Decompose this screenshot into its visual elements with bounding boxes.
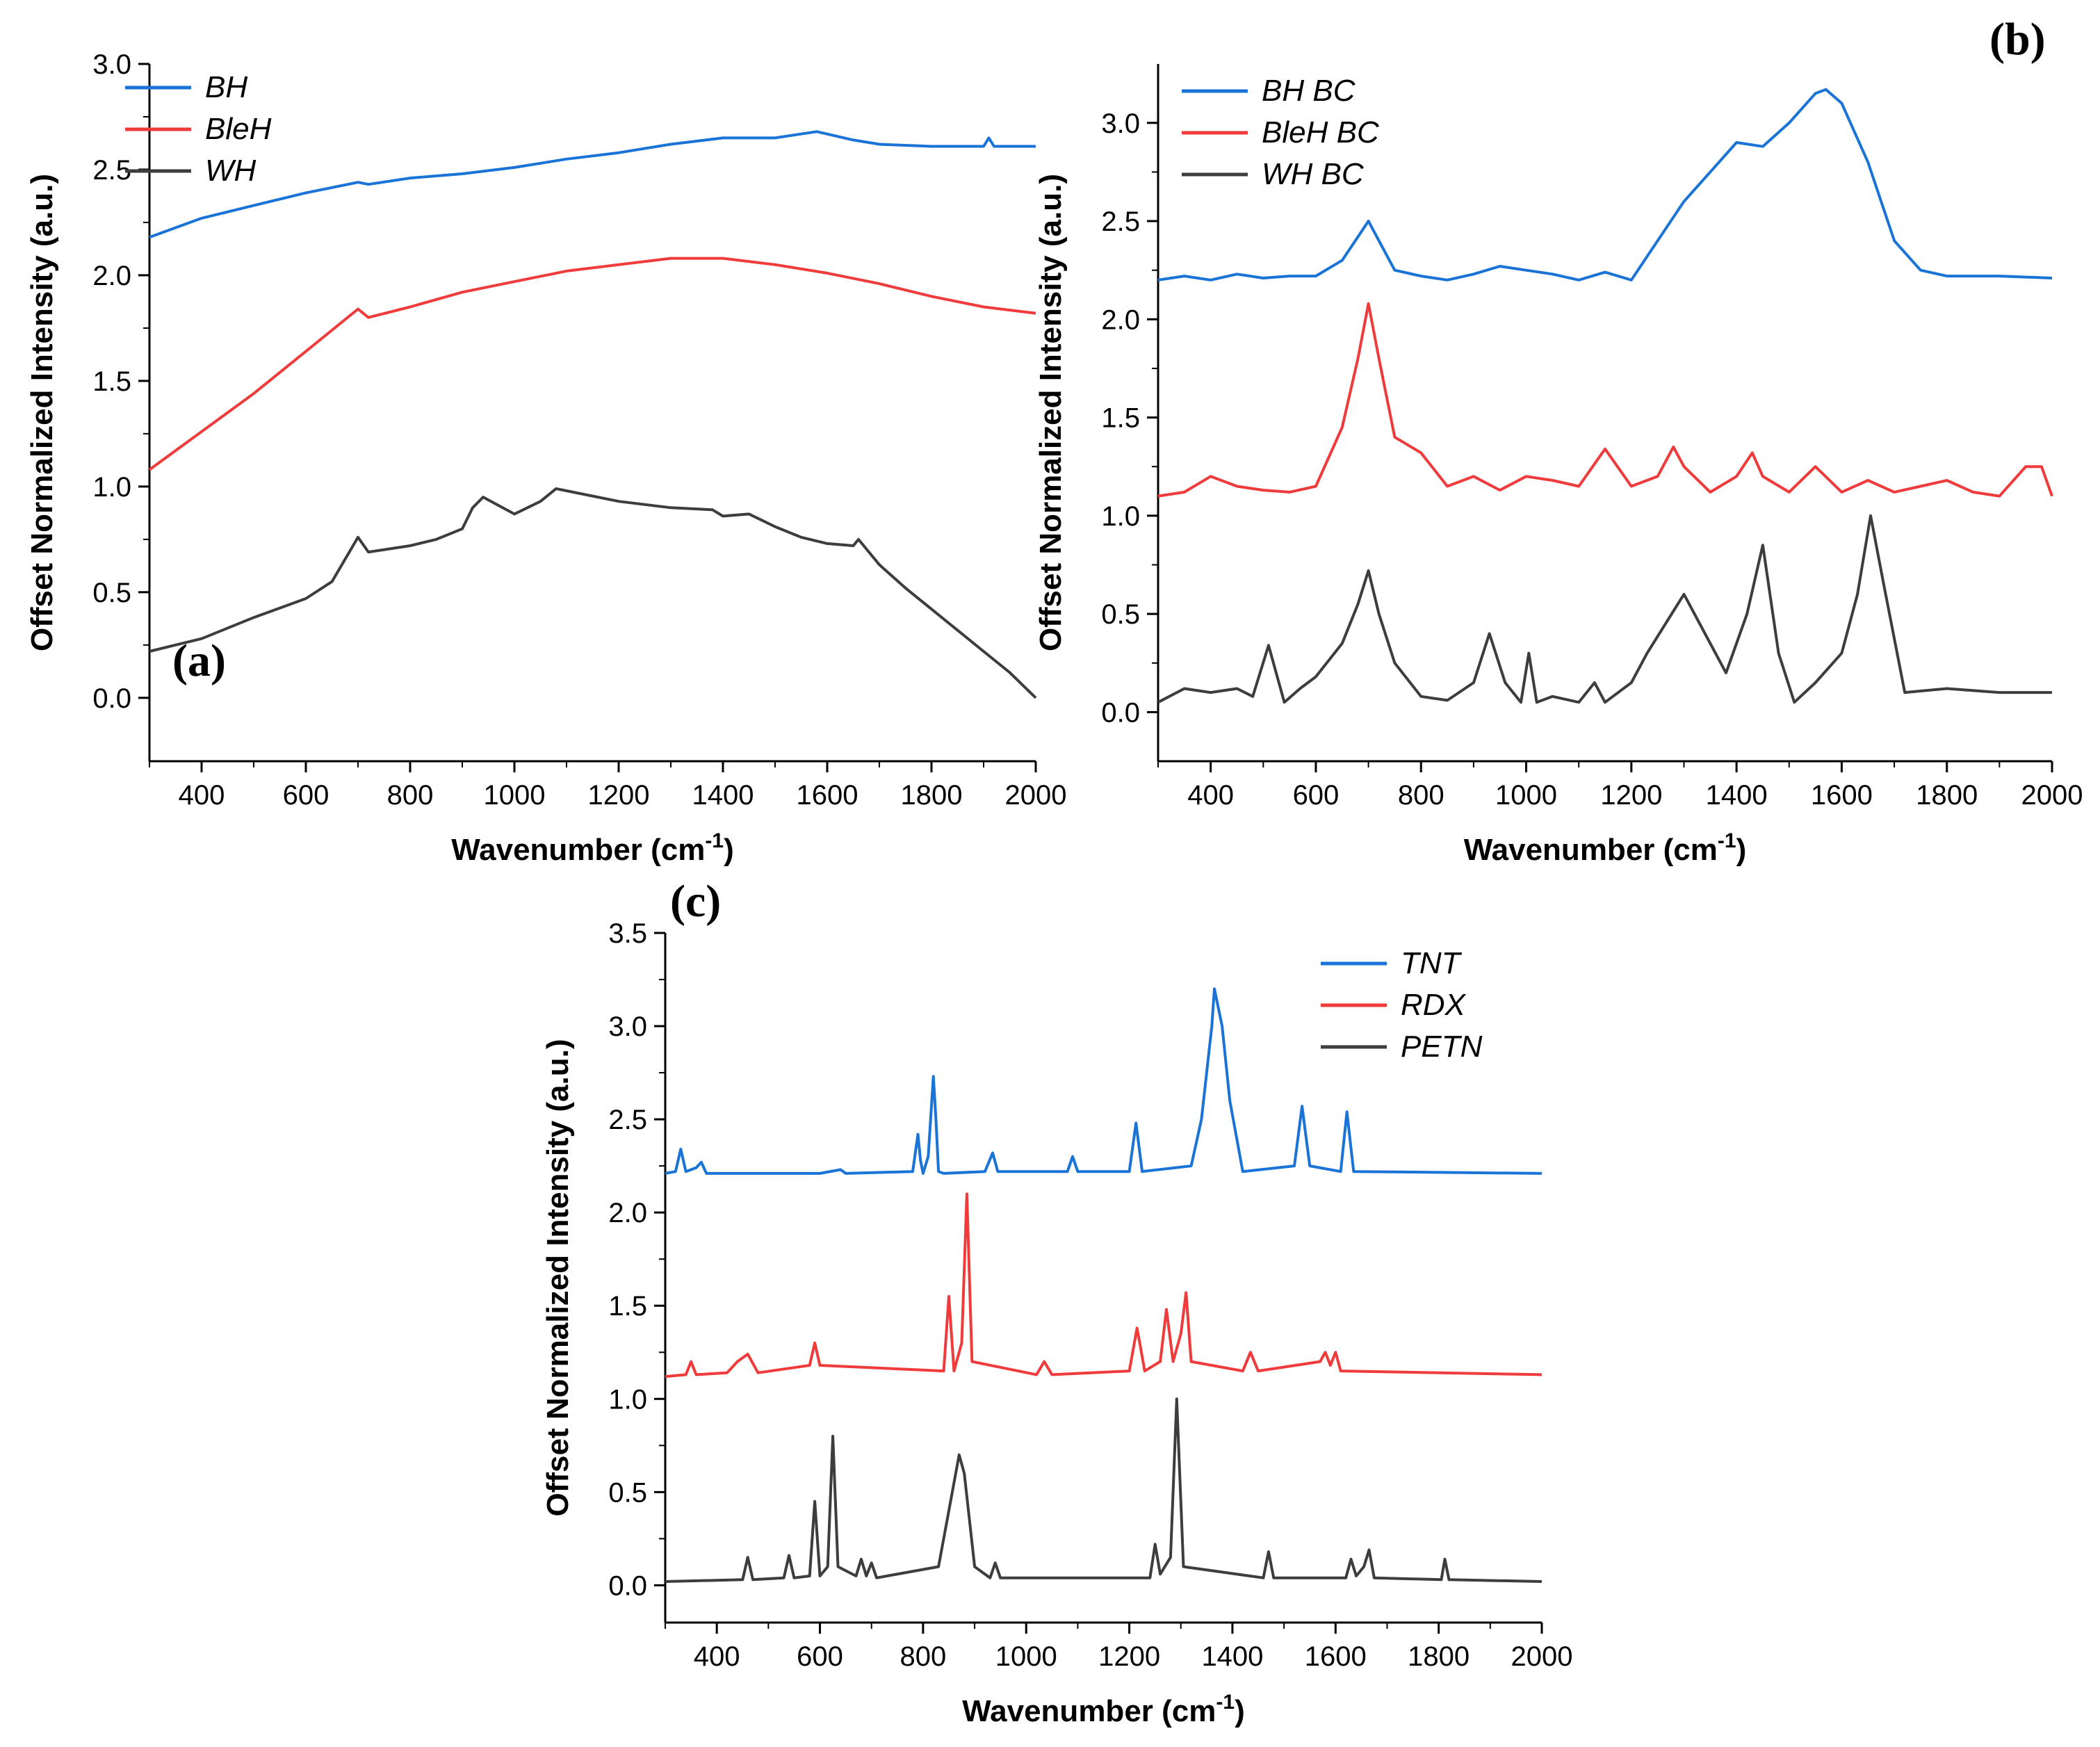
series-line-bleh-bc	[1157, 302, 2053, 498]
y-tick-label: 1.0	[92, 472, 131, 503]
y-tick-label: 2.5	[1101, 206, 1140, 237]
y-tick-label: 2.5	[92, 155, 131, 186]
y-tick-label: 3.0	[608, 1011, 647, 1042]
chart-panel-2: 400 600 800 1000 1200 1400 1600 1800 2000 0.0 0.5 1…	[541, 876, 1572, 1728]
panel-label: (c)	[670, 876, 721, 927]
x-tick-label: 1200	[1600, 780, 1662, 811]
x-axis-label-main: Wavenumber (cm	[1464, 833, 1718, 867]
chart-panel-1: 400 600 800 1000 1200 1400 1600 1800 2000 0.0 0.5 1…	[1034, 14, 2083, 867]
x-tick-label: 600	[797, 1641, 843, 1672]
x-tick-label: 1800	[901, 780, 963, 811]
y-tick-label: 3.0	[1101, 108, 1140, 139]
series-line-petn	[665, 1397, 1543, 1583]
y-tick-label: 2.0	[1101, 304, 1140, 335]
x-axis-label-tail: )	[724, 833, 734, 867]
y-tick-label: 1.5	[1101, 403, 1140, 434]
legend-entry: BleH	[205, 112, 272, 146]
x-tick-label: 1000	[995, 1641, 1057, 1672]
x-tick-label: 600	[1293, 780, 1340, 811]
series-line-tnt	[665, 987, 1543, 1175]
x-tick-label: 1800	[1408, 1641, 1470, 1672]
x-tick-label: 1400	[1706, 780, 1768, 811]
y-tick-label: 1.0	[1101, 501, 1140, 532]
y-tick-label: 0.5	[1101, 599, 1140, 630]
x-tick-label: 1200	[1098, 1641, 1160, 1672]
x-tick-label: 1000	[484, 780, 546, 811]
x-tick-label: 1400	[692, 780, 754, 811]
x-axis-label-sup: -1	[1718, 829, 1736, 852]
x-axis-label-sup: -1	[1216, 1691, 1235, 1714]
x-axis-label-tail: )	[1235, 1694, 1245, 1728]
x-tick-label: 2000	[1005, 780, 1067, 811]
x-tick-label: 800	[1398, 780, 1444, 811]
x-tick-label: 400	[179, 780, 225, 811]
panel-label: (a)	[172, 635, 226, 686]
y-tick-label: 1.0	[608, 1384, 647, 1415]
x-tick-label: 400	[694, 1641, 740, 1672]
x-tick-label: 1600	[1811, 780, 1873, 811]
x-axis-label: Wavenumber (cm-1)	[1464, 829, 1746, 867]
legend-entry: PETN	[1401, 1030, 1483, 1064]
x-tick-label: 800	[387, 780, 434, 811]
x-tick-label: 2000	[2021, 780, 2083, 811]
series-line-bh	[149, 130, 1036, 239]
x-tick-label: 1600	[1305, 1641, 1367, 1672]
y-axis-label: Offset Normalized Intensity (a.u.)	[541, 1039, 575, 1517]
legend-entry: WH BC	[1262, 157, 1365, 191]
y-tick-label: 3.5	[608, 918, 647, 949]
x-tick-label: 2000	[1511, 1641, 1573, 1672]
legend-entry: BH	[205, 70, 247, 104]
legend-entry: WH	[205, 154, 257, 188]
legend-entry: BleH BC	[1262, 115, 1380, 149]
series-line-rdx	[665, 1192, 1543, 1379]
series-line-wh	[149, 487, 1037, 699]
y-tick-label: 2.5	[608, 1105, 647, 1135]
y-tick-label: 1.5	[92, 366, 131, 397]
legend-entry: TNT	[1401, 946, 1463, 980]
legend-entry: RDX	[1401, 988, 1467, 1022]
x-tick-label: 1600	[797, 780, 858, 811]
y-tick-label: 2.0	[92, 261, 131, 291]
x-tick-label: 400	[1187, 780, 1234, 811]
x-axis-label-main: Wavenumber (cm	[451, 833, 705, 867]
panel-label: (b)	[1989, 14, 2046, 65]
y-tick-label: 2.0	[608, 1198, 647, 1228]
legend-entry: BH BC	[1262, 74, 1356, 108]
y-tick-label: 0.0	[92, 683, 131, 714]
x-tick-label: 1800	[1916, 780, 1978, 811]
y-axis-label: Offset Normalized Intensity (a.u.)	[1034, 174, 1068, 651]
x-tick-label: 600	[283, 780, 329, 811]
x-axis-label-sup: -1	[705, 829, 724, 852]
x-axis-label-main: Wavenumber (cm	[962, 1694, 1216, 1728]
y-tick-label: 3.0	[92, 49, 131, 80]
y-tick-label: 1.5	[608, 1291, 647, 1322]
y-tick-label: 0.0	[608, 1570, 647, 1601]
series-line-bleh	[148, 257, 1036, 471]
y-axis-label: Offset Normalized Intensity (a.u.)	[25, 174, 59, 651]
x-axis-label: Wavenumber (cm-1)	[451, 829, 733, 867]
x-tick-label: 1200	[588, 780, 650, 811]
x-axis-label-tail: )	[1736, 833, 1747, 867]
x-tick-label: 1400	[1201, 1641, 1263, 1672]
x-axis-label: Wavenumber (cm-1)	[962, 1691, 1244, 1728]
series-line-wh-bc	[1157, 514, 2052, 704]
y-tick-label: 0.5	[92, 578, 131, 608]
x-tick-label: 1000	[1495, 780, 1557, 811]
x-tick-label: 800	[900, 1641, 947, 1672]
series-line-bh-bc	[1157, 88, 2053, 282]
chart-panel-0: 400 600 800 1000 1200 1400 1600 1800 2000 0.0 0.5 1…	[25, 49, 1066, 867]
y-tick-label: 0.5	[608, 1477, 647, 1508]
y-tick-label: 0.0	[1101, 697, 1140, 728]
